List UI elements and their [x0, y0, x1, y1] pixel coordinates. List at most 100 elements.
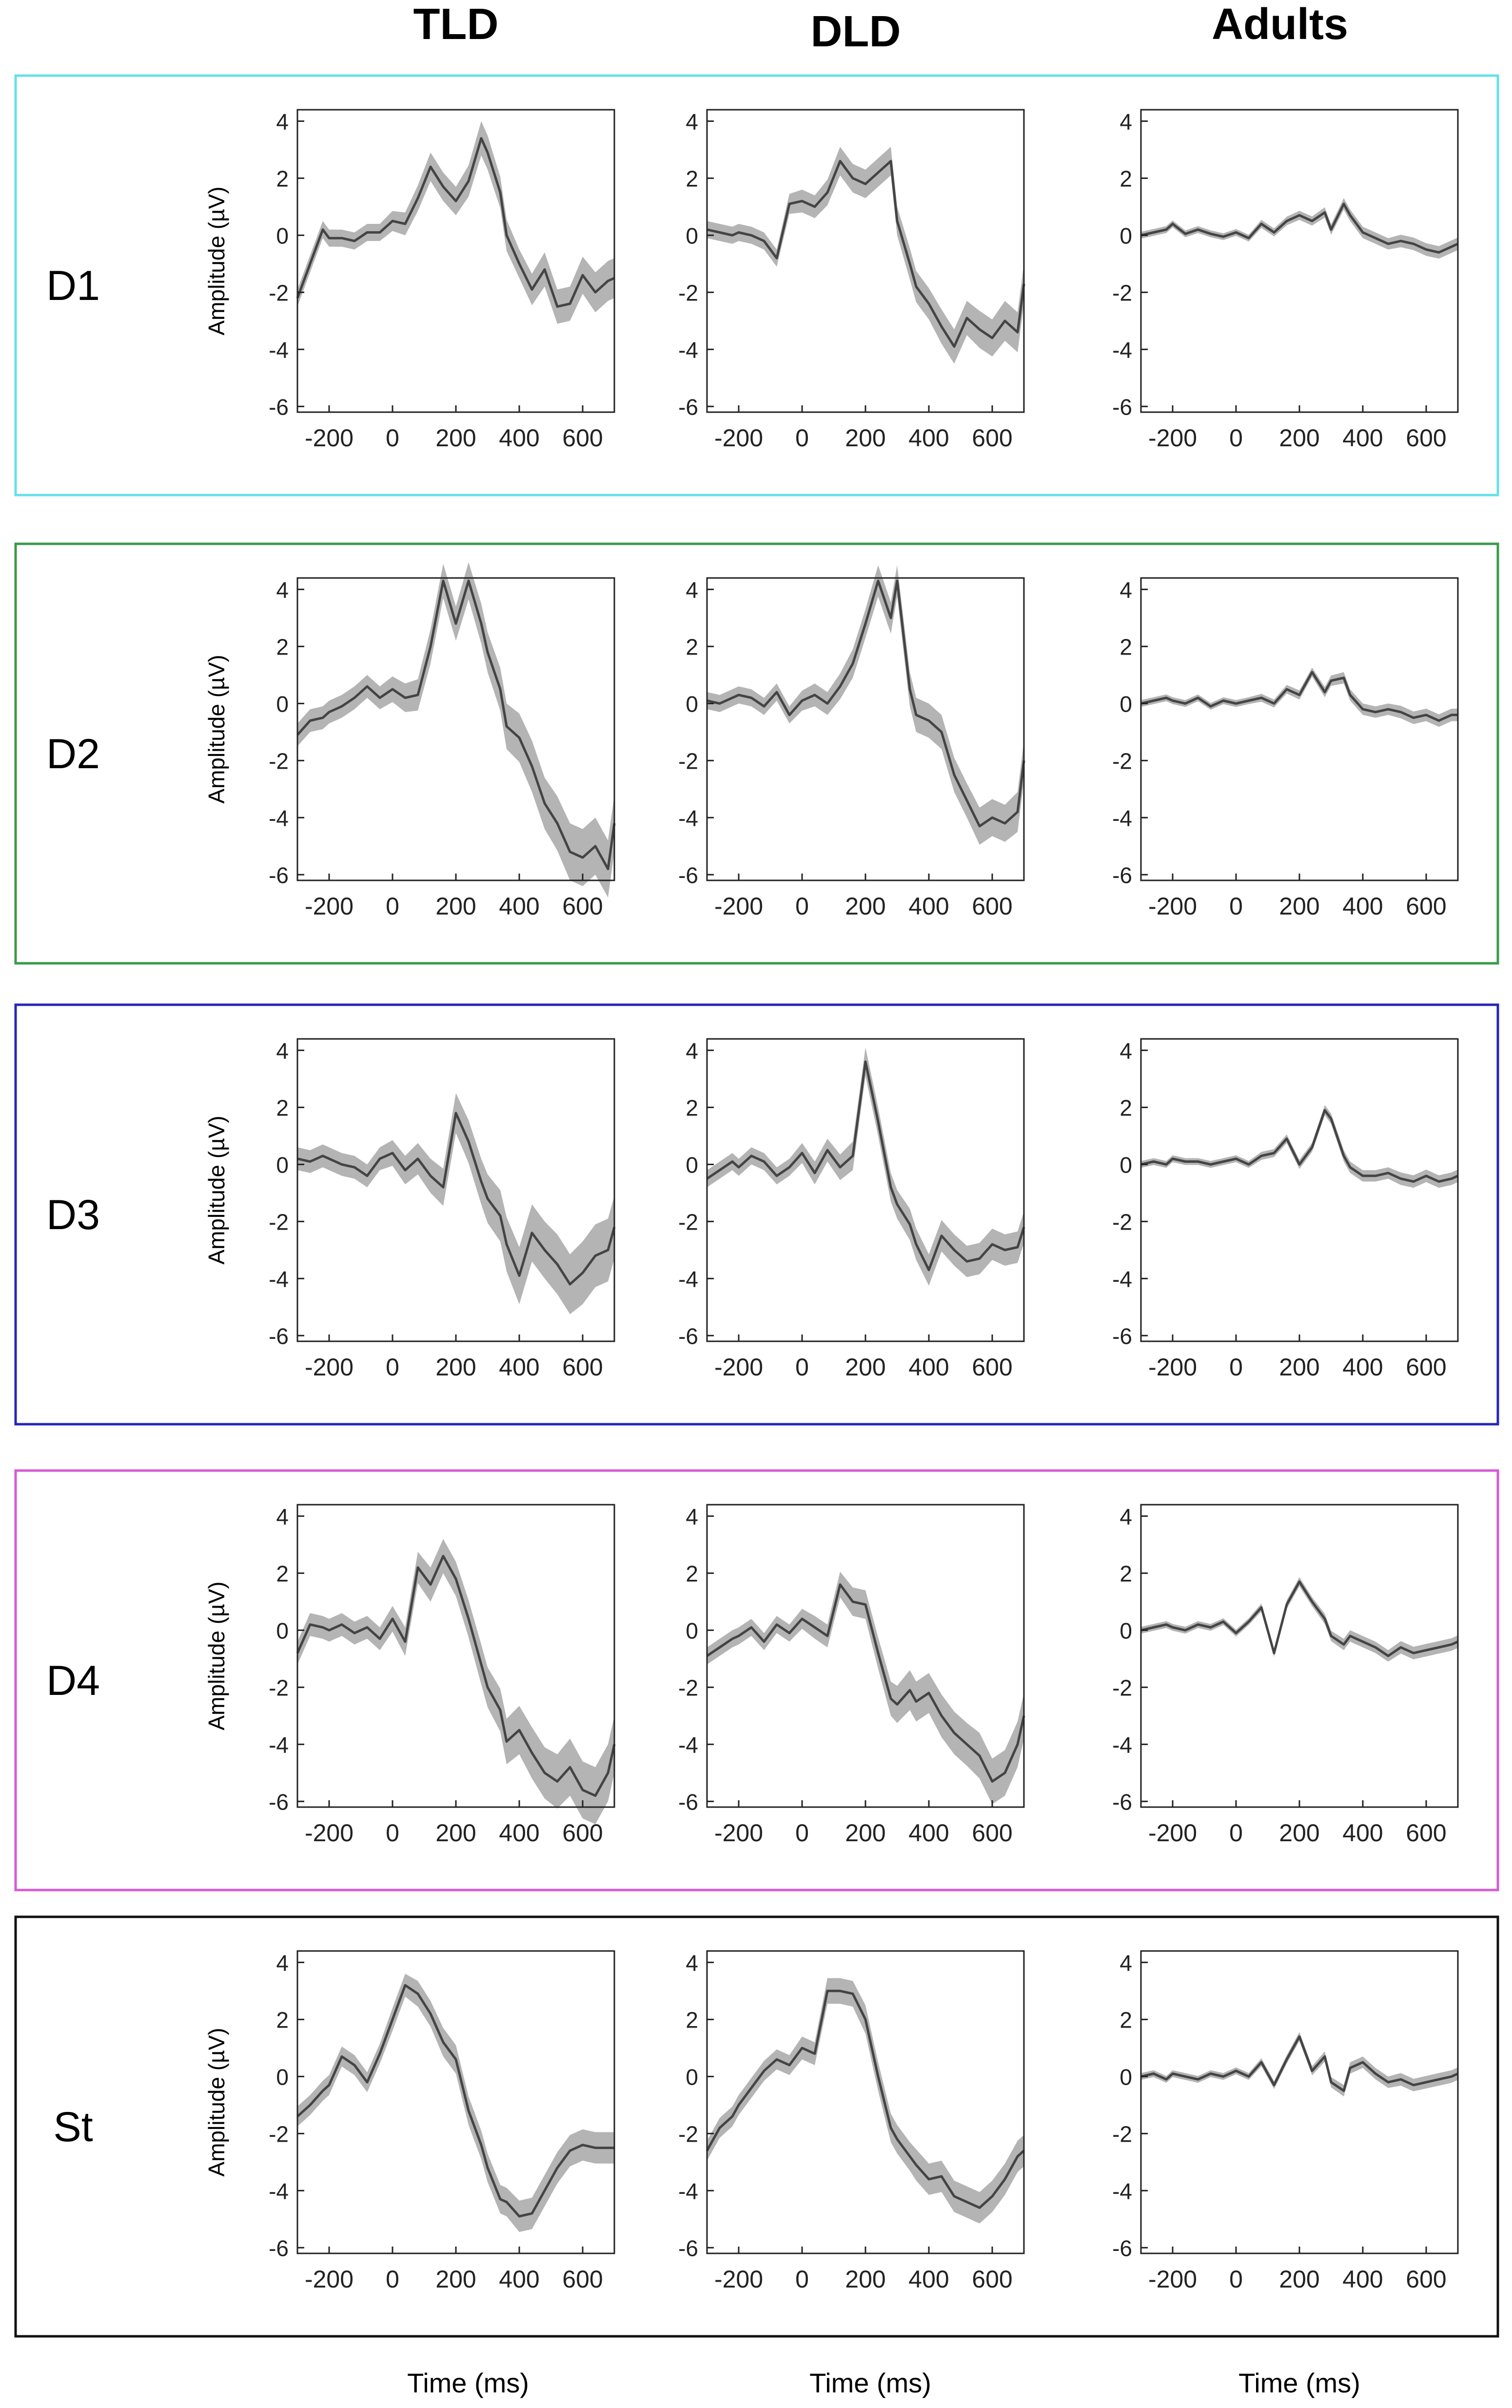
mean-line — [296, 1554, 616, 1797]
x-tick-label: 400 — [1342, 1819, 1383, 1847]
x-tick-label: 0 — [1229, 2266, 1243, 2293]
row-label: D2 — [46, 731, 100, 777]
x-tick-label: 200 — [1279, 1353, 1319, 1381]
panel-st-adults: 4 2 0 -2 -4 -6 -200 0 200 400 600 — [1112, 1950, 1459, 2293]
y-tick-label: 0 — [276, 2064, 289, 2090]
x-tick-label: 0 — [386, 1353, 399, 1381]
y-tick-label: -6 — [678, 862, 698, 888]
y-tick-label: -4 — [1112, 1732, 1132, 1757]
y-tick-label: 0 — [686, 223, 698, 248]
y-tick-label: 0 — [1119, 1618, 1132, 1643]
panel-d2-dld: 4 2 0 -2 -4 -6 -200 0 200 400 600 — [678, 565, 1025, 920]
y-tick-label: 2 — [276, 1095, 289, 1120]
y-tick-label: 4 — [1119, 109, 1132, 134]
x-tick-label: 200 — [435, 1353, 476, 1381]
mean-line — [706, 1583, 1025, 1783]
mean-line — [297, 1112, 616, 1286]
x-tick-label: 600 — [972, 2266, 1012, 2293]
y-axis-label: Amplitude (µV) — [204, 1115, 229, 1264]
ci-band — [707, 565, 1024, 845]
panel-d3-dld: 4 2 0 -2 -4 -6 -200 0 200 400 600 — [678, 1038, 1025, 1381]
y-tick-label: 2 — [1119, 2007, 1132, 2032]
y-tick-label: 4 — [276, 1950, 289, 1975]
y-tick-label: -2 — [1112, 1209, 1132, 1234]
y-tick-label: -4 — [1112, 337, 1132, 362]
y-tick-label: -4 — [678, 337, 698, 362]
y-tick-label: -6 — [269, 394, 289, 419]
y-tick-label: 4 — [1119, 1038, 1132, 1063]
mean-line — [1140, 2035, 1459, 2092]
y-tick-label: 0 — [1119, 223, 1132, 248]
y-tick-label: -6 — [678, 2235, 698, 2261]
x-tick-label: -200 — [305, 2266, 353, 2293]
y-tick-label: -2 — [269, 1209, 289, 1234]
x-tick-label: -200 — [714, 2266, 763, 2293]
plot-frame — [1140, 577, 1459, 881]
x-tick-label: 600 — [1406, 1819, 1446, 1847]
ci-band — [297, 1539, 614, 1825]
y-tick-label: -2 — [269, 748, 289, 774]
y-tick-label: -2 — [1112, 280, 1132, 305]
row-label: D4 — [46, 1657, 100, 1704]
y-tick-label: -4 — [269, 1732, 289, 1757]
panel-rows: D1 Amplitude (µV)420-2-4-6-200 0 200 400 6004… — [14, 74, 1499, 2338]
y-tick-label: -6 — [1112, 1323, 1132, 1349]
y-tick-label: 0 — [686, 691, 698, 716]
y-tick-label: 0 — [686, 1152, 698, 1177]
y-tick-label: -4 — [678, 1732, 698, 1757]
y-tick-label: -2 — [678, 280, 698, 305]
ci-band — [297, 121, 614, 324]
y-tick-label: -4 — [678, 805, 698, 831]
plot-frame — [296, 109, 615, 413]
plot-frame — [1140, 109, 1459, 413]
x-tick-label: 200 — [1279, 424, 1319, 452]
x-tick-label: 0 — [1229, 424, 1243, 452]
y-tick-label: -6 — [1112, 1789, 1132, 1814]
y-tick-label: -4 — [269, 337, 289, 362]
ci-band — [1141, 198, 1458, 259]
x-tick-label: 400 — [499, 893, 539, 920]
y-tick-label: -2 — [269, 1675, 289, 1700]
x-tick-label: 400 — [908, 1353, 949, 1381]
x-tick-label: -200 — [714, 424, 763, 452]
y-tick-label: -6 — [678, 394, 698, 419]
y-tick-label: 2 — [276, 166, 289, 191]
y-tick-label: 2 — [276, 2007, 289, 2032]
y-tick-label: -4 — [1112, 2178, 1132, 2204]
y-tick-label: 0 — [686, 2064, 698, 2090]
column-header-dld: DLD — [811, 7, 901, 56]
x-tick-label: 600 — [562, 893, 603, 920]
y-tick-label: -4 — [1112, 805, 1132, 831]
y-tick-label: 2 — [276, 634, 289, 659]
x-axis-label-tld: Time (ms) — [407, 2368, 529, 2398]
x-tick-label: 0 — [795, 1819, 809, 1847]
y-tick-label: -6 — [678, 1323, 698, 1349]
x-tick-label: 0 — [1229, 1819, 1243, 1847]
mean-line — [707, 159, 1025, 348]
mean-line — [706, 1060, 1025, 1272]
ci-band — [1141, 2032, 1458, 2097]
panel-d1-tld: Amplitude (µV) 4 2 0 -2 -4 -6 -200 0 200 400 600 — [204, 109, 615, 452]
y-tick-label: -4 — [269, 1266, 289, 1292]
y-tick-label: 0 — [276, 223, 289, 248]
x-tick-label: 200 — [435, 893, 476, 920]
row-border — [14, 74, 1499, 497]
y-tick-label: 2 — [1119, 166, 1132, 191]
row-label: St — [53, 2104, 93, 2150]
y-tick-label: -6 — [269, 1323, 289, 1349]
x-tick-label: 200 — [845, 2266, 885, 2293]
x-tick-label: 600 — [562, 1819, 603, 1847]
row-border — [14, 1469, 1499, 1891]
mean-line — [1140, 1109, 1459, 1183]
x-tick-label: 200 — [1279, 1819, 1319, 1847]
x-tick-label: 200 — [435, 2266, 476, 2293]
x-axis-label-adults: Time (ms) — [1238, 2368, 1360, 2398]
x-tick-label: 600 — [1406, 893, 1446, 920]
ci-band — [297, 1093, 614, 1314]
x-tick-label: 400 — [908, 424, 949, 452]
y-tick-label: 0 — [1119, 1152, 1132, 1177]
x-tick-label: 400 — [908, 893, 949, 920]
y-tick-label: 0 — [686, 1618, 698, 1643]
y-tick-label: -4 — [678, 2178, 698, 2204]
